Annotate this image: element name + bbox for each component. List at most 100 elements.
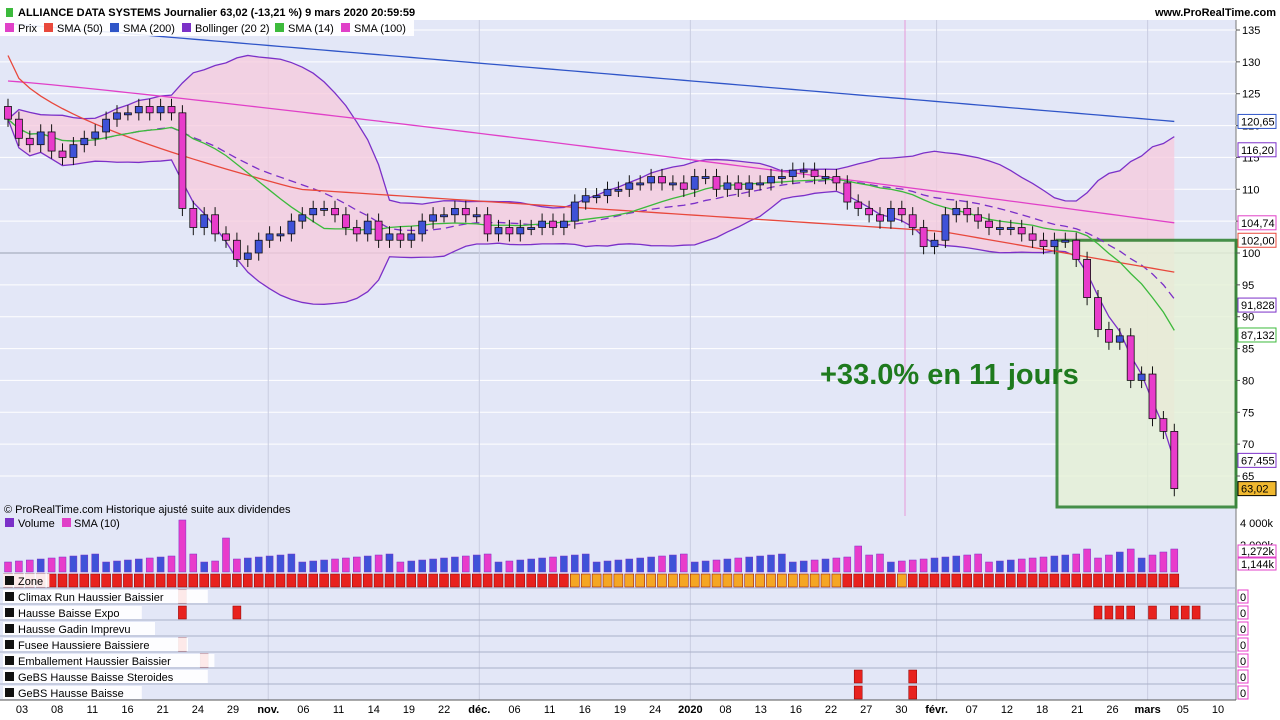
zone-cell: [493, 573, 504, 588]
legend-item-sma100[interactable]: SMA (100): [341, 23, 406, 35]
date-axis: 03 08 11 16 21 24 29 nov. 06 11 14 19 22 déc. 06 11 16 19…: [0, 699, 1280, 720]
candle-body: [756, 182, 764, 186]
candle-body: [1115, 335, 1124, 343]
indicator-value-box: [1237, 637, 1249, 652]
volume-bar: [4, 561, 12, 573]
x-tick-label: 18: [1036, 704, 1048, 716]
zone-cell: [90, 573, 100, 588]
volume-bar: [385, 553, 394, 573]
volume-bar: [1072, 553, 1080, 573]
x-tick-label: 27: [860, 704, 872, 716]
candle-body: [222, 233, 230, 241]
legend-label: SMA (100): [354, 23, 406, 35]
signal-cell: [1104, 605, 1114, 620]
candle-body: [1028, 233, 1037, 241]
value-label: 102,00: [1241, 235, 1275, 247]
zone-cell: [897, 573, 907, 588]
volume-bar: [560, 555, 568, 573]
value-label: 63,02: [1241, 484, 1269, 496]
candle-body: [36, 131, 45, 146]
zone-cell: [591, 573, 602, 588]
indicator-value-box: [1237, 669, 1249, 684]
volume-bar: [244, 557, 252, 573]
volume-bar: [69, 555, 78, 573]
candle-body: [614, 188, 623, 192]
candle-body: [232, 239, 241, 260]
zone-cell: [319, 573, 329, 588]
y-tick-label: 125: [1242, 89, 1260, 101]
volume-bar: [1083, 548, 1091, 573]
legend-swatch: [110, 23, 119, 32]
candle-body: [723, 182, 732, 190]
indicator-value-box: [1237, 621, 1249, 636]
legend-swatch: [5, 23, 14, 32]
volume-bar: [505, 560, 514, 573]
x-tick-label: 16: [790, 704, 802, 716]
volume-bar: [625, 558, 634, 573]
x-tick-label: 16: [121, 704, 133, 716]
volume-value-box: [1237, 544, 1277, 558]
volume-bar: [494, 561, 503, 573]
candle-body: [243, 252, 252, 260]
legend-item-bollinger[interactable]: Bollinger (20 2): [182, 23, 270, 35]
indicator-name: Climax Run Haussier Baissier: [18, 592, 164, 604]
volume-bar: [287, 553, 296, 573]
value-label-box: [1237, 297, 1277, 313]
legend-item-sma50[interactable]: SMA (50): [44, 23, 103, 35]
legend-label: SMA (14): [288, 23, 334, 35]
volume-bar: [832, 557, 841, 573]
y-tick-label: 130: [1242, 57, 1260, 69]
indicator-value: 0: [1240, 688, 1246, 700]
legend-label: SMA (200): [123, 23, 175, 35]
volume-bar: [374, 554, 383, 573]
zone-cell: [1115, 573, 1125, 588]
zone-cell: [580, 573, 591, 588]
candle-body: [69, 144, 78, 158]
candle-body: [908, 214, 917, 228]
zone-cell: [613, 573, 624, 588]
zone-cell: [995, 573, 1005, 588]
candle-body: [1126, 335, 1135, 381]
zone-cell: [341, 573, 351, 588]
indicator-value: 0: [1240, 608, 1246, 620]
candle-body: [865, 207, 873, 216]
candle-body: [560, 220, 568, 228]
indicator-swatch: [5, 576, 14, 585]
x-tick-label: 07: [966, 704, 978, 716]
value-label: 120,65: [1241, 116, 1275, 128]
signal-cell: [1093, 605, 1103, 620]
volume-bar: [865, 554, 873, 573]
x-tick-label: 30: [895, 704, 907, 716]
volume-bar: [669, 554, 677, 573]
legend-item-sma200[interactable]: SMA (200): [110, 23, 175, 35]
volume-bar: [887, 561, 895, 573]
x-tick-label: 06: [508, 704, 520, 716]
y-tick-label: 65: [1242, 471, 1254, 483]
legend-label: SMA (10): [74, 518, 120, 530]
zone-cell: [548, 573, 558, 588]
candles: [4, 98, 1179, 497]
candle-body: [767, 176, 775, 184]
zone-cell: [199, 573, 209, 588]
candle-body: [352, 227, 361, 235]
zone-cell: [831, 573, 842, 588]
y-tick-label: 85: [1242, 344, 1254, 356]
candle-body: [603, 188, 612, 197]
legend-item-prix[interactable]: Prix: [5, 23, 37, 35]
zone-cell: [700, 573, 711, 588]
bollinger-lower-line: [7, 118, 1175, 462]
candle-body: [887, 207, 895, 222]
volume-bar: [767, 554, 775, 573]
zone-cell: [635, 573, 645, 588]
zone-cell: [264, 573, 275, 588]
candle-body: [1148, 373, 1157, 420]
zone-cell: [1104, 573, 1114, 588]
candle-body: [799, 169, 808, 173]
candle-body: [647, 176, 655, 184]
legend-swatch: [62, 518, 71, 527]
volume-bar: [91, 553, 99, 573]
volume-bar: [1159, 551, 1168, 573]
legend-item-sma14[interactable]: SMA (14): [275, 23, 334, 35]
volume-bar: [145, 557, 154, 573]
